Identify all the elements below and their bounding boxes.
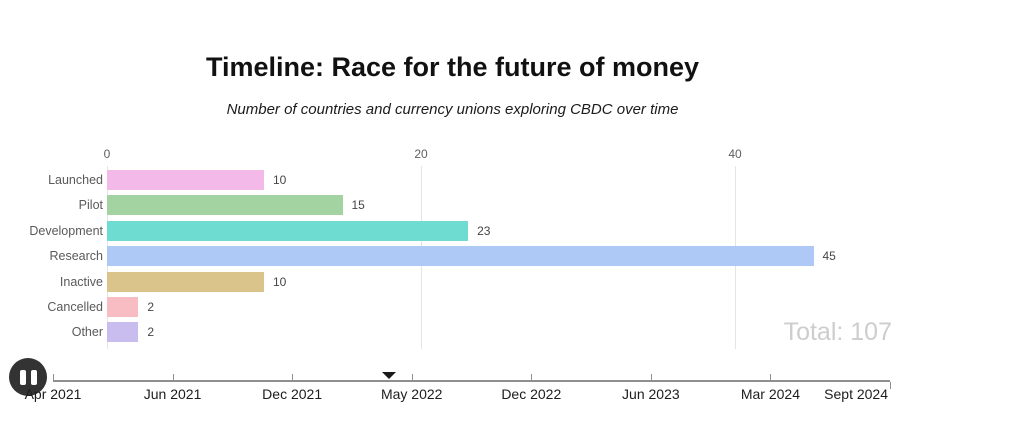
category-label: Research [49, 249, 104, 264]
timeline-date-label: Jun 2021 [143, 386, 202, 402]
category-label: Inactive [59, 274, 103, 289]
chart-subtitle: Number of countries and currency unions … [226, 101, 679, 118]
value-label: 15 [351, 198, 365, 213]
timeline-slider: Apr 2021 Jun 2021 Dec 2021 May 2022 Dec 2022… [0, 350, 1023, 441]
value-label: 23 [477, 223, 491, 238]
timeline-date-label: Sept 2024 [824, 386, 888, 402]
timeline-date-label: Apr 2021 [24, 386, 82, 402]
timeline-marker[interactable] [381, 372, 396, 379]
value-label: 10 [273, 173, 287, 187]
bar-pilot[interactable] [107, 195, 343, 216]
timeline-track[interactable] [53, 380, 890, 382]
bar-research[interactable] [107, 246, 814, 267]
timeline-tick [172, 374, 174, 380]
bar-inactive[interactable] [107, 271, 264, 292]
timeline-date-label: May 2022 [380, 386, 443, 402]
value-label: 10 [273, 274, 287, 289]
category-label: Cancelled [47, 300, 103, 314]
category-label: Development [29, 223, 103, 238]
timeline-date-label: Dec 2021 [262, 386, 323, 402]
value-axis-label: 20 [414, 147, 428, 161]
category-label: Launched [48, 173, 103, 187]
timeline-tick [890, 382, 891, 389]
bar-development[interactable] [107, 220, 469, 241]
value-label: 2 [147, 300, 155, 314]
value-label: 45 [822, 249, 836, 264]
pause-button[interactable] [9, 358, 47, 396]
page-title: Timeline: Race for the future of money [205, 52, 700, 82]
timeline-tick [292, 374, 294, 380]
plot-area: 0 20 40 Launched 10 Pilot 15 Development 23 Resea… [29, 147, 836, 349]
timeline-tick [411, 374, 413, 380]
value-axis-label: 40 [728, 147, 742, 161]
bar-cancelled[interactable] [107, 297, 139, 317]
timeline-date-label: Jun 2023 [622, 386, 680, 402]
timeline-tick [531, 374, 533, 380]
category-label: Other [71, 325, 103, 340]
timeline-tick [53, 374, 54, 380]
timeline-tick [770, 374, 772, 380]
timeline-date-label: Mar 2024 [740, 386, 800, 402]
timeline-tick [650, 374, 652, 380]
value-axis-label: 0 [103, 147, 111, 161]
category-label: Pilot [78, 198, 103, 213]
pause-icon [30, 369, 37, 385]
bar-launched[interactable] [107, 170, 264, 190]
bar-other[interactable] [107, 322, 139, 343]
pause-icon [19, 369, 26, 385]
value-label: 2 [147, 325, 155, 340]
timeline-date-label: Dec 2022 [501, 386, 562, 402]
total-label: Total: 107 [783, 318, 892, 346]
